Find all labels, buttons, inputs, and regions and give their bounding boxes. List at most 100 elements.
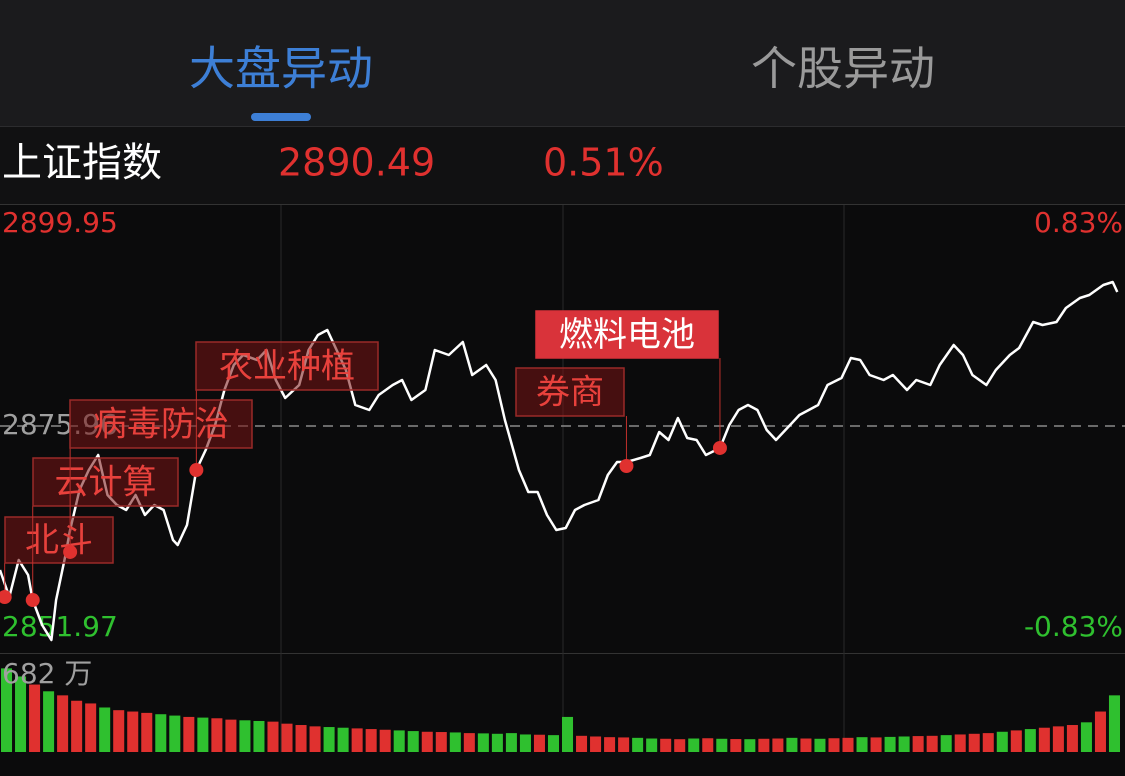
annotation-box	[515, 367, 625, 417]
annotation-box	[69, 399, 253, 449]
volume-bar	[968, 733, 980, 752]
annotation-dot	[25, 593, 40, 608]
index-row	[0, 127, 1125, 204]
volume-bar	[842, 737, 854, 752]
volume-bar	[393, 730, 405, 752]
volume-bar	[85, 703, 97, 752]
volume-bar	[211, 718, 223, 752]
volume-bar	[435, 732, 447, 752]
volume-bar	[337, 727, 349, 752]
y2-tick-label: 0.83%	[1034, 206, 1123, 239]
volume-bar	[884, 736, 896, 752]
volume-bar	[772, 738, 784, 752]
volume-bar	[1094, 711, 1106, 752]
volume-bar	[926, 735, 938, 752]
volume-bar	[590, 736, 602, 752]
volume-bar	[660, 738, 672, 752]
volume-bar	[576, 735, 588, 752]
volume-bar	[407, 731, 419, 752]
volume-bar	[688, 738, 700, 752]
volume-bar	[351, 728, 363, 752]
volume-bar	[828, 738, 840, 752]
volume-bar	[505, 733, 517, 752]
volume-bar	[716, 738, 728, 752]
annotation-box	[195, 341, 379, 391]
y-tick-label: 2851.97	[2, 610, 118, 643]
volume-bar	[954, 734, 966, 752]
volume-bar	[43, 691, 55, 752]
volume-bar	[618, 737, 630, 752]
volume-bar	[1010, 730, 1022, 752]
volume-bar	[183, 716, 195, 752]
volume-bar	[15, 676, 27, 752]
tab-indicator	[251, 113, 311, 121]
volume-bar	[225, 719, 237, 752]
volume-bar	[29, 684, 41, 752]
volume-bar	[547, 735, 559, 752]
annotation-box	[4, 516, 114, 564]
tab-bar	[0, 0, 1125, 126]
volume-bar	[169, 715, 181, 752]
volume-bar	[604, 737, 616, 752]
volume-bar	[141, 712, 153, 752]
index-change: 0.51%	[543, 141, 664, 185]
annotation-dot	[189, 463, 204, 478]
volume-bar	[1080, 722, 1092, 752]
volume-bar	[477, 733, 489, 752]
volume-bar	[744, 739, 756, 752]
volume-bar	[1108, 695, 1120, 752]
annotation-label: 云计算	[55, 463, 157, 503]
volume-bar	[912, 736, 924, 752]
volume-bar	[814, 738, 826, 752]
volume-bar	[702, 738, 714, 752]
volume-bar	[365, 729, 377, 752]
volume-bar	[57, 695, 69, 752]
volume-bar	[253, 720, 265, 752]
volume-bar	[127, 711, 139, 752]
volume-bar	[786, 737, 798, 752]
volume-bar	[632, 737, 644, 752]
volume-bar	[379, 729, 391, 752]
volume-bar	[449, 732, 461, 752]
volume-bar	[463, 733, 475, 752]
volume-bar	[674, 739, 686, 752]
volume-bar	[421, 731, 433, 752]
volume-bar	[562, 716, 574, 752]
annotation-dot	[619, 458, 634, 473]
y2-tick-label: -0.83%	[1024, 610, 1123, 643]
volume-bar	[533, 734, 545, 752]
volume-bar	[99, 707, 111, 752]
volume-bar	[197, 717, 209, 752]
volume-bar	[856, 737, 868, 752]
annotation-dot	[63, 544, 78, 559]
tab[interactable]: 个股异动	[751, 42, 935, 96]
tab[interactable]: 大盘异动	[189, 42, 373, 96]
volume-bar	[898, 736, 910, 752]
annotation-label: 燃料电池	[559, 315, 695, 355]
volume-bar	[870, 737, 882, 752]
volume-bar	[1, 668, 13, 752]
volume-bar	[267, 721, 279, 752]
volume-bar	[323, 727, 335, 752]
volume-bar	[982, 733, 994, 752]
annotation-label: 农业种植	[219, 347, 355, 387]
volume-bar	[1052, 726, 1064, 752]
volume-bar	[309, 726, 321, 752]
volume-bar	[281, 723, 293, 752]
annotation-label: 券商	[536, 373, 604, 413]
volume-bar	[940, 735, 952, 752]
volume-bar	[646, 738, 658, 752]
y-tick-label: 2899.95	[2, 206, 118, 239]
volume-bar	[113, 710, 125, 752]
volume-bar	[1024, 729, 1036, 752]
annotation-label: 病毒防治	[93, 405, 229, 445]
volume-bar	[295, 725, 307, 752]
volume-bar	[71, 700, 83, 752]
volume-bar	[519, 734, 531, 752]
index-price: 2890.49	[278, 141, 435, 185]
annotation-dot	[0, 590, 12, 605]
volume-bar	[800, 738, 812, 752]
annotation-label: 北斗	[25, 521, 93, 561]
